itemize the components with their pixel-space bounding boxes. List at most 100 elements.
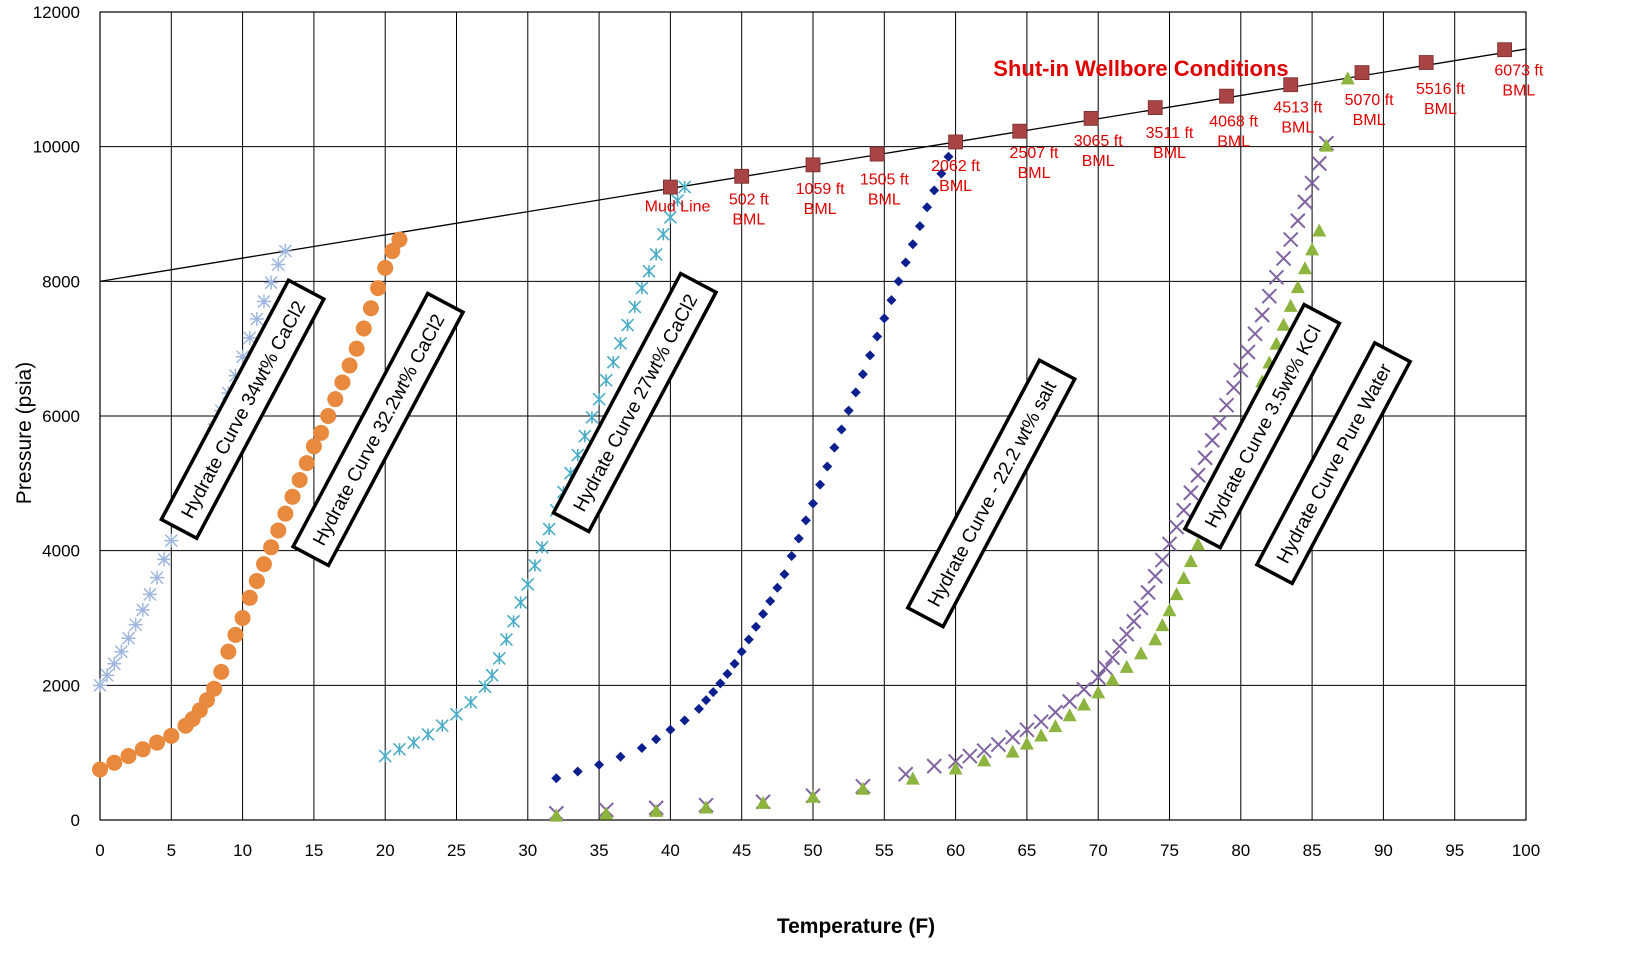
series-3-point-30 [850,387,861,398]
series-5-point-43 [1312,223,1327,237]
series-5 [549,71,1355,822]
series-4-point-16 [1047,704,1064,720]
series-5-point-14 [1062,708,1077,722]
series-2-point-2 [407,736,421,750]
series-5-point-41 [1297,261,1312,275]
series-2-point-35 [678,180,692,194]
chart-title: Shut-in Wellbore Conditions [993,56,1288,81]
series-1-point-30 [348,340,365,357]
depth-annotation-2: 1059 ft BML [796,181,845,218]
series-5-point-5 [806,789,820,803]
series-6 [663,42,1513,195]
series-1-point-32 [362,300,379,317]
series-4-point-36 [1211,415,1228,431]
series-5-point-2 [649,803,664,817]
series-3-point-18 [765,596,776,607]
series-4-point-18 [1076,681,1092,698]
series-4-point-50 [1311,155,1327,172]
series-1-point-24 [305,438,322,455]
series-3-point-13 [729,658,740,669]
series-label-text-0: Hydrate Curve 34wt% CaCl2 [178,298,311,522]
series-3-point-38 [907,239,918,250]
series-5-point-10 [1005,744,1020,758]
series-1 [92,231,408,778]
series-4-point-32 [1183,485,1199,501]
series-4-point-25 [1133,600,1149,616]
series-0-point-25 [271,257,286,272]
series-1-point-4 [149,734,166,751]
series-5-point-7 [905,771,920,785]
series-6-point-11 [1418,55,1434,70]
series-2-point-23 [592,392,606,406]
series-3-point-19 [772,582,783,593]
series-3-point-12 [722,668,733,679]
series-5-point-42 [1305,242,1320,256]
series-4-point-40 [1240,344,1256,360]
series-layer [92,42,1513,822]
series-5-point-6 [855,781,870,795]
series-4-point-49 [1304,175,1320,191]
series-5-point-9 [977,753,992,767]
series-3-point-10 [708,687,719,698]
series-6-point-2 [805,157,821,173]
series-4-point-41 [1247,326,1263,342]
series-3-point-33 [872,331,883,342]
series-3-point-24 [808,498,818,509]
series-1-point-11 [213,663,230,680]
series-4-point-42 [1254,307,1270,323]
y-tick-label-0: 0 [71,811,80,830]
series-1-point-26 [320,408,337,424]
y-axis-title: Pressure (psia) [13,362,36,504]
x-tick-label-2: 10 [233,841,252,860]
x-tick-label-9: 45 [732,841,751,860]
series-6-point-5 [1012,123,1028,139]
series-1-point-33 [370,280,387,297]
series-4-point-35 [1204,432,1220,448]
series-0-point-9 [157,552,172,567]
series-4-point-29 [1161,536,1178,552]
y-tick-label-4: 8000 [42,272,80,291]
series-1-point-20 [277,505,294,522]
series-1-point-17 [255,556,272,573]
depth-annotation-11: 5516 ft BML [1416,81,1465,118]
series-label-box-3 [905,357,1078,629]
x-tick-label-15: 75 [1160,841,1179,860]
series-1-point-9 [198,692,215,709]
series-3-point-22 [793,533,804,544]
y-tick-labels: 0 2000 4000 6000 8000 10000 12000 [33,3,80,830]
series-0-point-8 [150,570,165,585]
x-tick-label-11: 55 [875,841,894,860]
series-6-point-8 [1219,88,1234,104]
series-1-point-36 [391,231,408,248]
series-0-point-6 [135,602,150,617]
x-tick-label-13: 65 [1017,841,1036,860]
x-tick-label-5: 25 [447,841,466,860]
series-2-point-4 [435,719,449,733]
y-tick-label-1: 2000 [42,676,80,695]
plot-frame [99,11,1527,821]
x-tick-label-19: 95 [1445,841,1464,860]
depth-annotation-8: 4068 ft BML [1209,113,1258,150]
series-5-point-4 [756,795,771,809]
series-4-point-17 [1061,693,1078,710]
series-2-point-0 [378,749,392,763]
series-2-point-5 [449,707,464,721]
series-0-point-21 [242,330,257,345]
series-0-point-4 [121,631,136,646]
series-1-point-22 [291,471,308,488]
depth-annotation-4: 2062 ft BML [931,158,980,195]
series-0-point-19 [228,368,243,383]
series-4-point-20 [1097,660,1114,676]
series-5-point-16 [1091,685,1106,699]
series-6-point-12 [1497,42,1513,58]
series-4-point-19 [1090,669,1106,685]
series-2-point-14 [528,558,542,573]
depth-annotation-5: 2507 ft BML [1010,145,1059,182]
series-label-box-2 [551,271,719,534]
series-4-point-46 [1283,231,1299,248]
series-3-point-43 [943,151,954,162]
series-3-point-42 [936,168,947,179]
depth-annotation-1: 502 ft BML [729,192,770,229]
y-tick-label-5: 10000 [33,138,80,157]
series-3 [551,138,961,784]
